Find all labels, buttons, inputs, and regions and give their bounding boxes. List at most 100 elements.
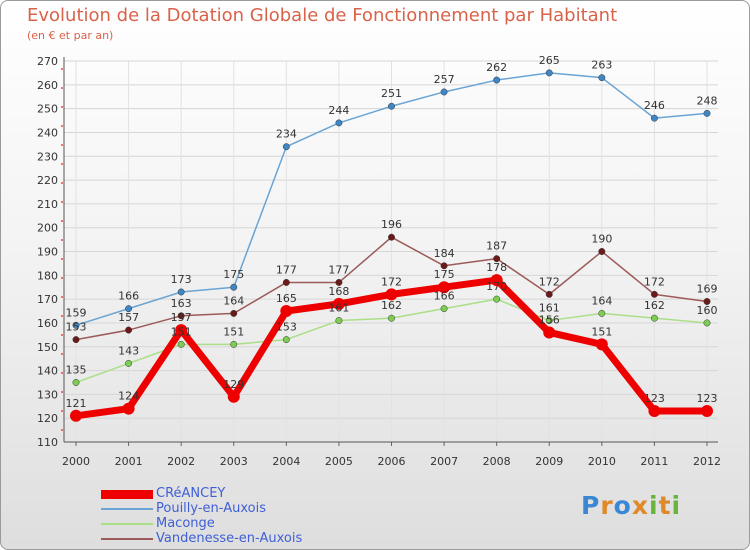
legend-item: Vandenesse-en-Auxois bbox=[101, 531, 361, 547]
data-point bbox=[701, 405, 713, 418]
data-label: 170 bbox=[486, 280, 507, 293]
data-point bbox=[545, 317, 553, 325]
data-point bbox=[598, 309, 606, 317]
y-tick-label: 200 bbox=[37, 222, 58, 235]
data-label: 178 bbox=[486, 261, 507, 274]
data-point bbox=[282, 143, 290, 151]
data-label: 175 bbox=[223, 268, 244, 281]
x-tick-label: 2001 bbox=[115, 455, 143, 468]
legend-item: Maconge bbox=[101, 516, 361, 532]
logo-letter: i bbox=[671, 491, 682, 520]
y-tick-label: 250 bbox=[37, 103, 58, 116]
data-point bbox=[125, 359, 133, 367]
data-label: 165 bbox=[276, 292, 297, 305]
legend-swatch bbox=[101, 538, 153, 540]
data-label: 129 bbox=[223, 378, 244, 391]
x-tick-label: 2006 bbox=[378, 455, 406, 468]
data-point bbox=[703, 298, 711, 305]
data-label: 177 bbox=[328, 263, 349, 276]
data-label: 151 bbox=[171, 325, 192, 338]
data-point bbox=[493, 255, 501, 263]
data-label: 175 bbox=[434, 268, 455, 281]
data-labels: 159 166 173 175 234 244 251 257 262 265 263 246 248 1… bbox=[66, 54, 718, 410]
data-point bbox=[280, 305, 293, 318]
data-point bbox=[648, 405, 661, 418]
legend-label: CRéANCEY bbox=[156, 486, 226, 501]
data-point bbox=[125, 326, 133, 334]
data-label: 124 bbox=[118, 390, 139, 403]
data-label: 184 bbox=[434, 247, 455, 260]
legend: CRéANCEY Pouilly-en-Auxois Maconge Vandenes… bbox=[101, 486, 361, 547]
data-label: 160 bbox=[697, 304, 718, 317]
data-label: 234 bbox=[276, 128, 297, 141]
y-tick-label: 220 bbox=[37, 174, 58, 187]
x-tick-label: 2003 bbox=[220, 455, 248, 468]
data-point bbox=[230, 283, 238, 291]
logo-letter: o bbox=[613, 491, 632, 520]
data-label: 153 bbox=[276, 321, 297, 334]
data-point bbox=[282, 279, 290, 286]
data-label: 246 bbox=[644, 99, 665, 112]
legend-item: Pouilly-en-Auxois bbox=[101, 501, 361, 517]
data-point bbox=[72, 379, 80, 386]
data-label: 251 bbox=[381, 87, 402, 100]
y-tick-label: 120 bbox=[37, 412, 58, 425]
data-label: 172 bbox=[539, 275, 560, 288]
data-point bbox=[335, 279, 343, 286]
data-point bbox=[545, 290, 553, 298]
y-tick-label: 190 bbox=[37, 246, 58, 259]
data-label: 169 bbox=[697, 283, 718, 296]
data-label: 166 bbox=[118, 290, 139, 303]
legend-swatch bbox=[101, 523, 153, 525]
data-label: 161 bbox=[328, 302, 349, 315]
logo-letter: r bbox=[600, 491, 614, 520]
y-tick-label: 270 bbox=[37, 55, 58, 68]
y-tick-label: 260 bbox=[37, 79, 58, 92]
data-label: 151 bbox=[591, 325, 612, 338]
x-tick-label: 2004 bbox=[272, 455, 300, 468]
x-tick-label: 2005 bbox=[325, 455, 353, 468]
y-tick-label: 180 bbox=[37, 269, 58, 282]
data-label: 265 bbox=[539, 54, 560, 67]
data-label: 172 bbox=[644, 275, 665, 288]
data-point bbox=[72, 336, 80, 344]
data-point bbox=[385, 288, 398, 301]
y-tick-label: 210 bbox=[37, 198, 58, 211]
data-label: 173 bbox=[171, 273, 192, 286]
axes: 110 120 130 140 150 160 170 180 190 200 210 220 230 2… bbox=[37, 55, 721, 468]
data-label: 187 bbox=[486, 240, 507, 253]
data-label: 164 bbox=[591, 294, 612, 307]
data-label: 143 bbox=[118, 344, 139, 357]
data-point bbox=[388, 102, 395, 110]
data-label: 244 bbox=[328, 104, 349, 117]
data-point bbox=[598, 248, 606, 255]
data-label: 161 bbox=[539, 302, 560, 315]
data-label: 257 bbox=[434, 73, 455, 86]
data-label: 162 bbox=[644, 299, 665, 312]
x-tick-label: 2011 bbox=[640, 455, 668, 468]
data-label: 135 bbox=[66, 363, 87, 376]
chart-subtitle: (en € et par an) bbox=[27, 29, 114, 42]
data-point bbox=[545, 69, 553, 77]
data-point bbox=[227, 390, 240, 403]
legend-swatch bbox=[101, 489, 153, 499]
data-point bbox=[125, 305, 133, 313]
data-point bbox=[177, 340, 185, 348]
data-label: 156 bbox=[539, 313, 560, 326]
series-layer bbox=[70, 69, 713, 422]
proxiti-logo: Proxiti bbox=[581, 491, 681, 520]
data-point bbox=[230, 340, 238, 348]
data-point bbox=[388, 314, 395, 322]
data-point bbox=[598, 74, 606, 82]
data-point bbox=[282, 336, 290, 344]
data-label: 248 bbox=[697, 94, 718, 107]
x-tick-label: 2002 bbox=[167, 455, 195, 468]
x-tick-label: 2000 bbox=[62, 455, 90, 468]
data-point bbox=[122, 402, 135, 415]
data-point bbox=[650, 314, 658, 322]
data-point bbox=[177, 312, 185, 320]
data-point bbox=[175, 324, 188, 337]
data-label: 123 bbox=[697, 392, 718, 405]
legend-item: CRéANCEY bbox=[101, 486, 361, 502]
